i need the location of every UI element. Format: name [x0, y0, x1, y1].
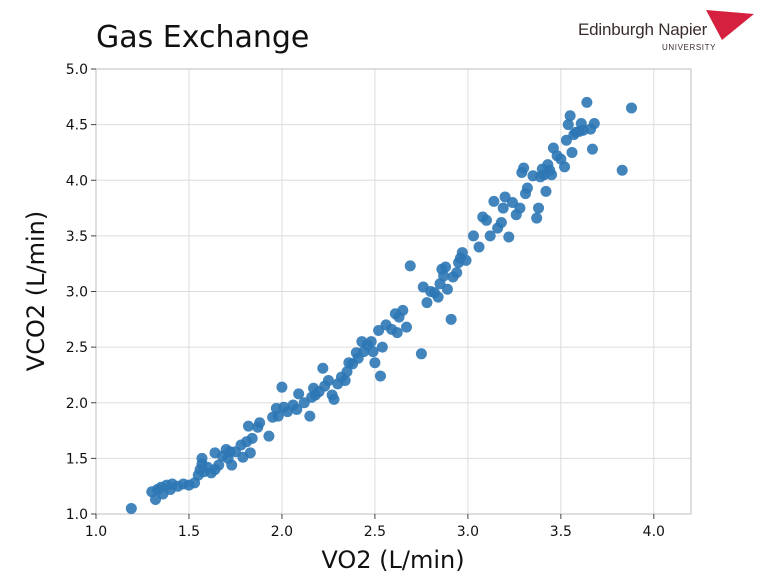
y-tick-label: 2.5	[66, 340, 88, 356]
data-point	[365, 336, 377, 348]
chart-title: Gas Exchange	[96, 20, 310, 55]
data-point	[438, 270, 450, 282]
data-point	[559, 161, 571, 173]
data-point	[586, 143, 598, 155]
data-point	[564, 110, 576, 122]
data-point	[341, 366, 353, 378]
logo-mark-icon	[706, 10, 754, 40]
data-point	[244, 447, 256, 459]
data-point	[421, 297, 433, 309]
data-point	[441, 283, 453, 295]
data-point	[328, 393, 340, 405]
data-point	[293, 388, 305, 400]
x-tick-label: 2.5	[364, 524, 386, 540]
y-tick-label: 2.0	[66, 396, 88, 412]
data-point	[304, 410, 316, 422]
data-point	[242, 420, 254, 432]
data-point	[246, 432, 258, 444]
data-point	[369, 357, 381, 369]
data-point	[401, 321, 413, 333]
x-tick-label: 3.5	[550, 524, 572, 540]
y-ticks: 1.0 1.5 2.0 2.5 3.0 3.5 4.0 4.5 5.0	[66, 62, 96, 523]
data-point	[484, 230, 496, 242]
data-point	[226, 459, 238, 471]
data-point	[404, 260, 416, 272]
x-axis-label: VO2 (L/min)	[321, 546, 464, 574]
x-tick-label: 3.0	[457, 524, 479, 540]
data-point	[616, 164, 628, 176]
data-point	[397, 304, 409, 316]
y-tick-label: 5.0	[66, 62, 88, 78]
data-point	[460, 254, 472, 266]
y-axis-label: VCO2 (L/min)	[22, 211, 50, 371]
y-tick-label: 1.5	[66, 451, 88, 467]
data-point	[272, 410, 284, 422]
data-point	[581, 96, 593, 108]
data-point	[196, 452, 208, 464]
logo-subtitle: UNIVERSITY	[662, 43, 717, 52]
data-point	[367, 346, 379, 358]
y-tick-label: 4.0	[66, 173, 88, 189]
data-point	[374, 370, 386, 382]
x-tick-label: 1.5	[178, 524, 200, 540]
data-point	[480, 214, 492, 226]
data-point	[445, 313, 457, 325]
data-point	[291, 403, 303, 415]
data-point	[531, 212, 543, 224]
data-point	[213, 459, 225, 471]
x-tick-label: 4.0	[643, 524, 665, 540]
data-point	[125, 502, 137, 514]
data-point	[467, 230, 479, 242]
data-point	[473, 241, 485, 253]
data-point	[322, 375, 334, 386]
data-point	[518, 162, 530, 174]
data-point	[276, 381, 288, 393]
data-point	[566, 146, 578, 158]
data-point	[317, 362, 329, 374]
data-point	[339, 375, 351, 386]
y-tick-label: 3.5	[66, 229, 88, 245]
data-point	[562, 119, 574, 131]
data-point	[495, 217, 507, 229]
grid-layer	[95, 68, 691, 515]
data-point	[391, 327, 403, 339]
data-point	[546, 169, 558, 181]
data-point	[533, 202, 545, 214]
data-point	[521, 182, 533, 194]
data-point	[440, 261, 452, 273]
data-point	[626, 102, 637, 114]
data-point	[254, 417, 266, 429]
y-tick-label: 1.0	[66, 507, 88, 523]
logo-name: Edinburgh Napier	[578, 20, 708, 39]
data-point	[588, 118, 600, 130]
y-tick-label: 3.0	[66, 285, 88, 301]
data-point	[432, 291, 444, 303]
data-point	[263, 430, 275, 442]
data-point	[514, 202, 526, 214]
data-point	[503, 231, 515, 243]
data-point	[488, 195, 500, 207]
university-logo: Edinburgh Napier UNIVERSITY	[570, 6, 760, 62]
points-layer	[125, 96, 637, 514]
x-tick-label: 2.0	[271, 524, 293, 540]
data-point	[415, 348, 427, 360]
data-point	[497, 202, 509, 214]
y-tick-label: 4.5	[66, 118, 88, 134]
x-tick-label: 1.0	[85, 524, 107, 540]
data-point	[376, 341, 388, 353]
data-point	[540, 185, 552, 197]
x-ticks: 1.0 1.5 2.0 2.5 3.0 3.5 4.0	[85, 514, 665, 540]
data-point	[451, 267, 463, 279]
